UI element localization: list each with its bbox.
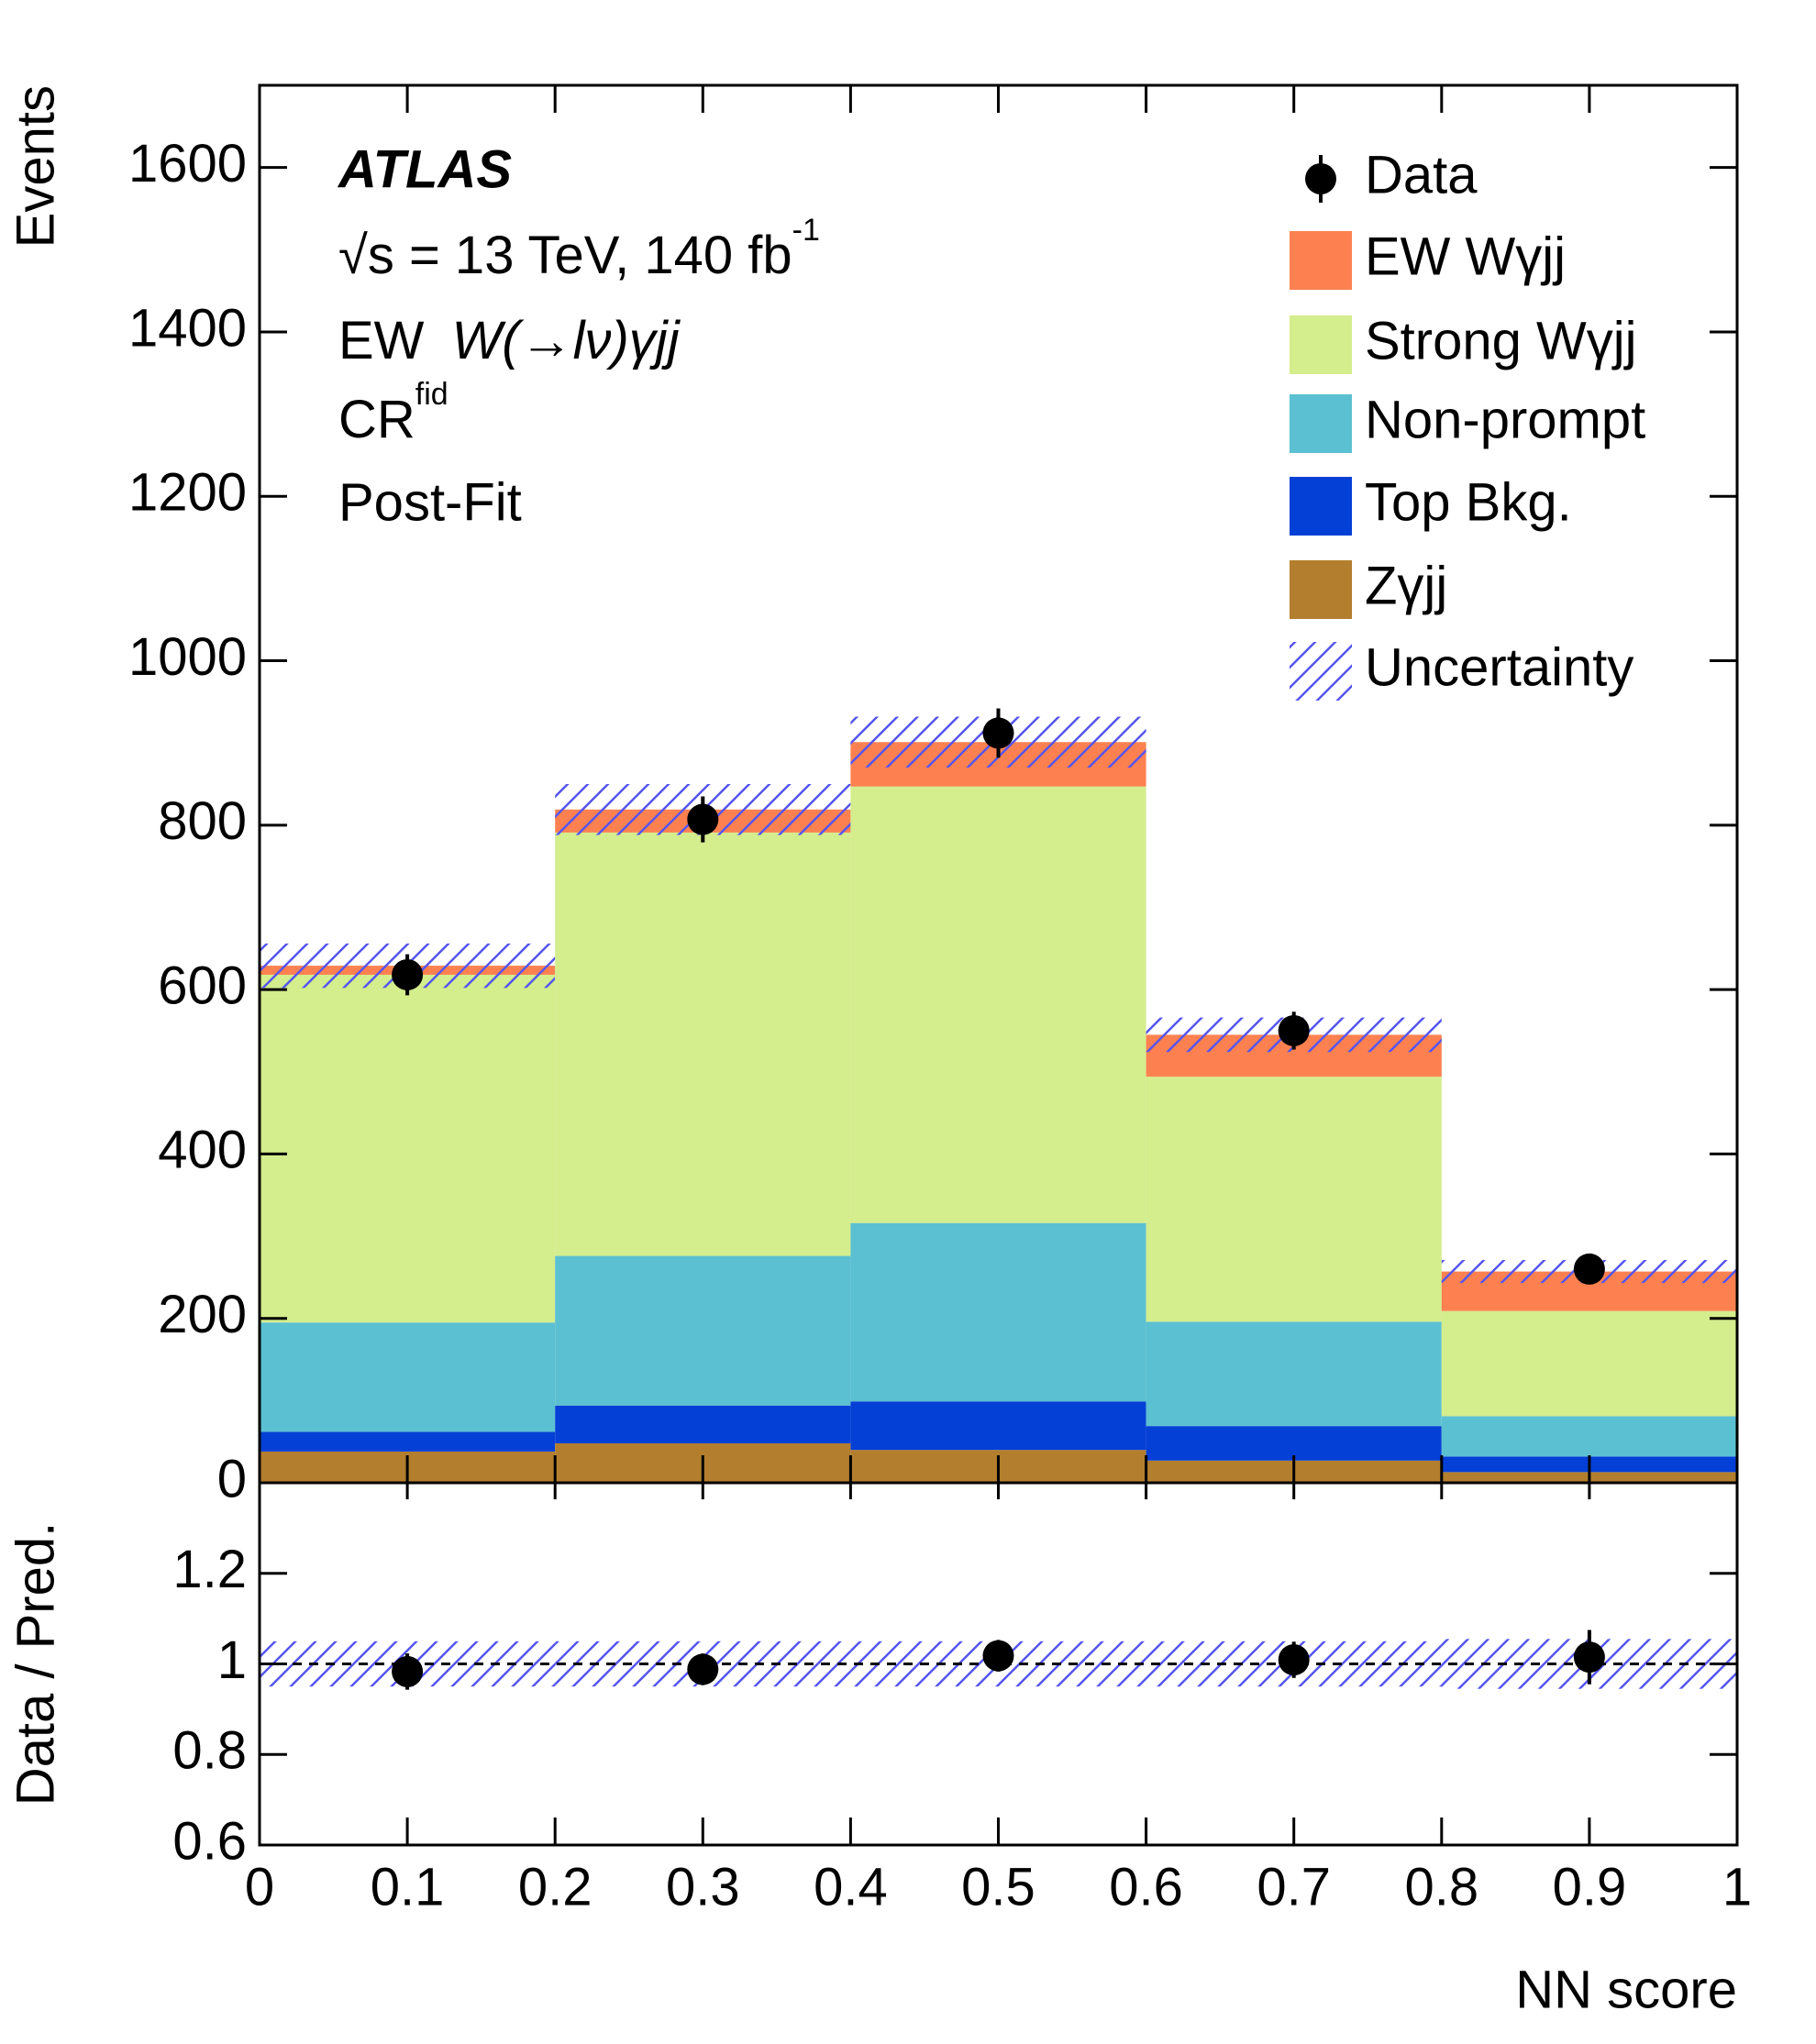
annotation: ATLAS xyxy=(337,139,512,199)
stack-segment xyxy=(260,1322,556,1432)
legend-label: Uncertainty xyxy=(1365,637,1633,697)
x-tick-label: 1 xyxy=(1722,1857,1752,1917)
stack-segment xyxy=(850,1222,1146,1402)
y-axis-title: Events xyxy=(6,85,65,248)
legend-swatch xyxy=(1290,477,1352,536)
x-tick-label: 0.9 xyxy=(1553,1857,1627,1917)
stack-segment xyxy=(1146,1077,1442,1322)
stack-segment xyxy=(1441,1310,1737,1417)
y-tick-label: 200 xyxy=(158,1285,247,1344)
x-tick-label: 0 xyxy=(245,1857,274,1917)
y-tick-label: 1000 xyxy=(128,627,247,687)
y-tick-label: 0.8 xyxy=(172,1721,247,1781)
stack-segment xyxy=(555,1405,851,1443)
legend-label: Top Bkg. xyxy=(1365,472,1572,532)
ratio-point xyxy=(687,1653,719,1685)
y-tick-label: 600 xyxy=(158,956,247,1015)
annotation-sup: -1 xyxy=(792,213,820,248)
x-tick-label: 0.4 xyxy=(814,1857,888,1917)
stack-segment xyxy=(555,1255,851,1406)
y-tick-label: 400 xyxy=(158,1121,247,1180)
annotation-text: √s = 13 TeV, 140 fb xyxy=(338,226,792,285)
ratio-y-axis-title: Data / Pred. xyxy=(6,1522,65,1806)
x-axis-title: NN score xyxy=(1515,1960,1737,2019)
x-tick-label: 0.8 xyxy=(1404,1857,1478,1917)
legend-swatch xyxy=(1290,315,1352,374)
ratio-point xyxy=(1573,1641,1605,1674)
y-tick-label: 1400 xyxy=(128,298,247,358)
y-tick-label: 1 xyxy=(217,1630,247,1690)
annotation: Post-Fit xyxy=(338,472,522,532)
legend-label: Data xyxy=(1365,145,1478,204)
y-tick-label: 1200 xyxy=(128,463,247,523)
annotation-sup: fid xyxy=(415,377,448,412)
legend-label: Zγjj xyxy=(1365,556,1447,615)
x-tick-label: 0.5 xyxy=(961,1857,1035,1917)
annotation-text: CR xyxy=(338,390,415,449)
stack-segment xyxy=(1146,1321,1442,1427)
annotation-text: EW xyxy=(338,311,439,370)
legend-marker xyxy=(1305,163,1336,194)
x-tick-label: 0.2 xyxy=(518,1857,592,1917)
annotation-italic: W(→lν)γjj xyxy=(452,311,681,370)
ratio-point xyxy=(1278,1644,1310,1676)
y-tick-label: 800 xyxy=(158,791,247,851)
stack-segment xyxy=(260,1431,556,1452)
stack-segment xyxy=(850,1401,1146,1451)
annotation: CRfid xyxy=(338,377,448,449)
legend-swatch xyxy=(1290,394,1352,453)
ratio-point xyxy=(982,1640,1014,1672)
data-point xyxy=(392,958,424,990)
legend-label: Non-prompt xyxy=(1365,390,1645,449)
data-point xyxy=(687,803,719,835)
stack-segment xyxy=(260,974,556,1323)
legend-swatch xyxy=(1290,560,1352,619)
y-tick-label: 0.6 xyxy=(172,1811,247,1871)
ratio-point xyxy=(392,1655,424,1687)
annotation: EW W(→lν)γjj xyxy=(338,311,681,370)
x-tick-label: 0.3 xyxy=(666,1857,740,1917)
x-tick-label: 0.6 xyxy=(1109,1857,1183,1917)
stack-segment xyxy=(555,832,851,1256)
annotation: √s = 13 TeV, 140 fb-1 xyxy=(338,213,820,285)
x-tick-label: 0.7 xyxy=(1257,1857,1331,1917)
legend-swatch xyxy=(1290,642,1352,701)
data-point xyxy=(1278,1014,1310,1046)
legend-label: Strong Wγjj xyxy=(1365,311,1637,370)
y-tick-label: 1.2 xyxy=(172,1540,247,1599)
y-tick-label: 0 xyxy=(217,1449,247,1508)
data-point xyxy=(1573,1253,1605,1285)
legend-swatch xyxy=(1290,231,1352,290)
stack-segment xyxy=(1441,1416,1737,1457)
legend-label: EW Wγjj xyxy=(1365,226,1566,286)
x-tick-label: 0.1 xyxy=(371,1857,445,1917)
y-tick-label: 1600 xyxy=(128,134,247,193)
stack-segment xyxy=(850,786,1146,1223)
data-point xyxy=(982,717,1014,749)
stack-segment xyxy=(1146,1426,1442,1461)
